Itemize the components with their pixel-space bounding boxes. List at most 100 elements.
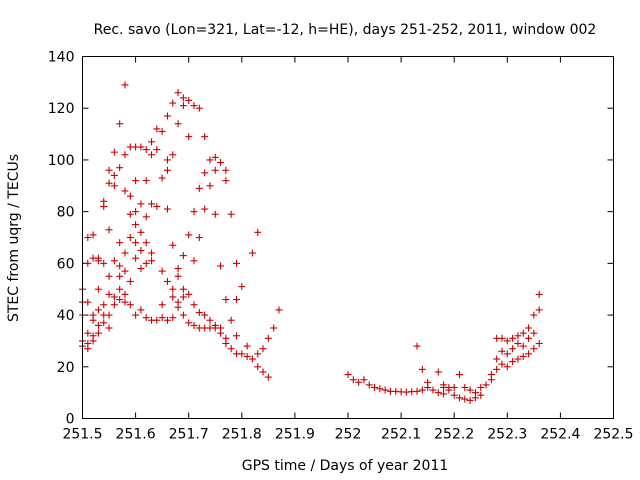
data-point [169,314,177,322]
data-point [105,226,113,234]
data-point [169,241,177,249]
data-point [116,164,124,172]
data-point [195,104,203,112]
data-point [509,358,517,366]
data-point [238,283,246,291]
data-point [137,143,145,151]
data-point [530,345,538,353]
data-point [450,383,458,391]
data-point [365,381,373,389]
data-point [94,329,102,337]
data-point [153,146,161,154]
data-point [418,365,426,373]
data-point [105,324,113,332]
plot-frame [82,56,614,419]
data-point [222,340,230,348]
data-point [132,311,140,319]
data-point [429,386,437,394]
data-point [525,324,533,332]
data-point [121,298,129,306]
data-point [132,177,140,185]
data-point [355,378,363,386]
data-point [487,371,495,379]
data-point [169,151,177,159]
data-point [94,285,102,293]
data-point [126,277,134,285]
data-point [185,319,193,327]
data-point [169,293,177,301]
data-point [456,394,464,402]
data-point [509,345,517,353]
data-point [190,301,198,309]
data-point [126,234,134,241]
data-point [158,314,166,322]
data-point [498,360,506,368]
data-point [110,293,118,301]
data-point [163,166,171,174]
axis-ticks: 251.5 251.6 251.7 251.8 251.9 252 252.1 252.2 25… [48,50,634,443]
data-point [169,99,177,107]
data-point [100,319,108,327]
data-point [179,252,187,260]
data-point [163,277,171,285]
data-point [110,171,118,179]
y-tick-label: 140 [48,50,75,66]
data-point [121,290,129,298]
data-point [163,112,171,120]
data-point [471,389,479,397]
data-point [105,290,113,298]
data-point [116,272,124,280]
data-point [116,120,124,128]
x-tick-label: 252.3 [487,427,527,443]
data-point [121,267,129,275]
data-point [461,383,469,391]
x-tick-label: 251.8 [222,427,262,443]
data-point [190,102,198,110]
data-point [179,293,187,301]
y-tick-label: 80 [57,205,75,221]
data-point [174,303,182,311]
data-point [142,213,150,221]
data-point [148,200,156,208]
data-point [445,386,453,394]
data-point [201,133,209,141]
data-point [110,301,118,309]
y-tick-label: 20 [57,360,75,376]
x-tick-label: 251.9 [275,427,315,443]
data-point [466,386,474,394]
data-point [344,371,352,379]
data-point [179,102,187,110]
data-point [163,156,171,164]
data-point [498,347,506,355]
data-point [206,316,214,324]
data-point [264,373,272,381]
data-point [222,177,230,185]
data-point [153,316,161,324]
data-point [105,166,113,174]
data-point [217,329,225,337]
data-point [190,257,198,265]
data-point [121,249,129,257]
data-point [163,316,171,324]
data-point [142,314,150,322]
data-point [126,210,134,218]
data-point [371,383,379,391]
chart-title: Rec. savo (Lon=321, Lat=-12, h=HE), days… [94,22,597,38]
y-tick-label: 120 [48,101,75,117]
data-point [477,383,485,391]
data-point [174,120,182,128]
data-point [94,257,102,265]
data-point [434,389,442,397]
data-point [227,210,235,218]
data-point [142,239,150,247]
data-point [450,391,458,399]
data-point [206,182,214,190]
data-point [132,239,140,247]
data-point [509,334,517,342]
data-point [535,306,543,314]
data-point [211,166,219,174]
data-point [232,332,240,340]
data-point [248,249,256,257]
data-point [137,246,145,254]
data-point [503,350,511,358]
